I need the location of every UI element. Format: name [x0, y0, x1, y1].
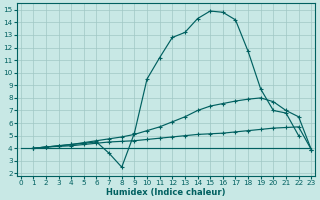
X-axis label: Humidex (Indice chaleur): Humidex (Indice chaleur) — [106, 188, 226, 197]
